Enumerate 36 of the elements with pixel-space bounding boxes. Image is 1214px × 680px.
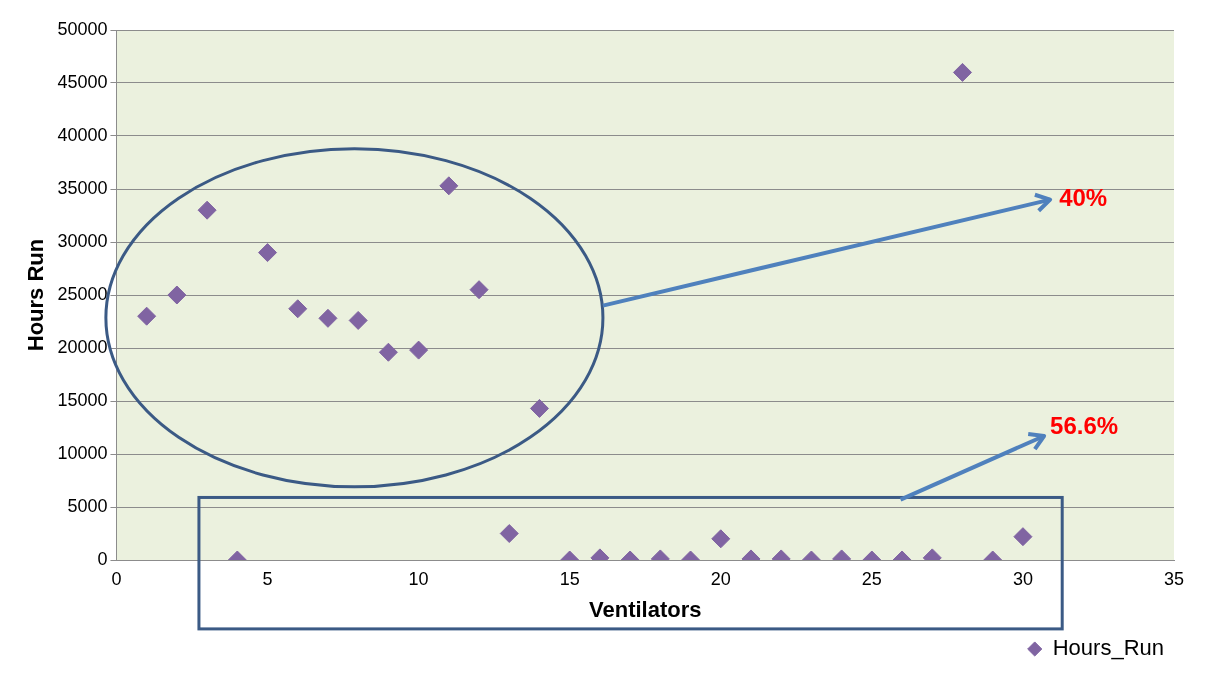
y-tick-label: 30000 (57, 230, 108, 251)
x-tick-label: 0 (111, 568, 122, 589)
point (529, 398, 549, 418)
point (197, 200, 217, 220)
y-tick-label: 40000 (57, 124, 108, 145)
x-tick-label: 20 (710, 568, 731, 589)
point (409, 340, 429, 360)
x-tick-label: 25 (861, 568, 882, 589)
y-axis-title: Hours Run (23, 238, 49, 352)
point (137, 306, 157, 326)
point (469, 280, 489, 300)
annotation: 40% (1059, 183, 1108, 212)
annotation: 56.6% (1050, 411, 1119, 440)
y-tick-label: 0 (97, 548, 108, 569)
y-tick-label: 20000 (57, 336, 108, 357)
x-axis-title: Ventilators (588, 596, 702, 622)
point (258, 243, 278, 263)
x-tick-label: 10 (408, 568, 429, 589)
y-tick-label: 50000 (57, 18, 108, 39)
point (167, 285, 187, 305)
point (378, 342, 398, 362)
y-tick-label: 5000 (67, 495, 108, 516)
y-tick-label: 35000 (57, 177, 108, 198)
point (318, 308, 338, 328)
y-tick-label: 45000 (57, 71, 108, 92)
x-tick-label: 35 (1163, 568, 1185, 589)
point (348, 310, 368, 330)
x-tick-label: 30 (1012, 568, 1033, 589)
y-tick-label: 25000 (57, 283, 108, 304)
legend-label: Hours_Run (1052, 635, 1164, 661)
y-tick-label: 10000 (57, 442, 108, 463)
point (288, 299, 308, 319)
x-tick-label: 15 (559, 568, 580, 589)
point (439, 176, 459, 196)
y-tick-label: 15000 (57, 389, 108, 410)
x-tick-label: 5 (262, 568, 273, 589)
